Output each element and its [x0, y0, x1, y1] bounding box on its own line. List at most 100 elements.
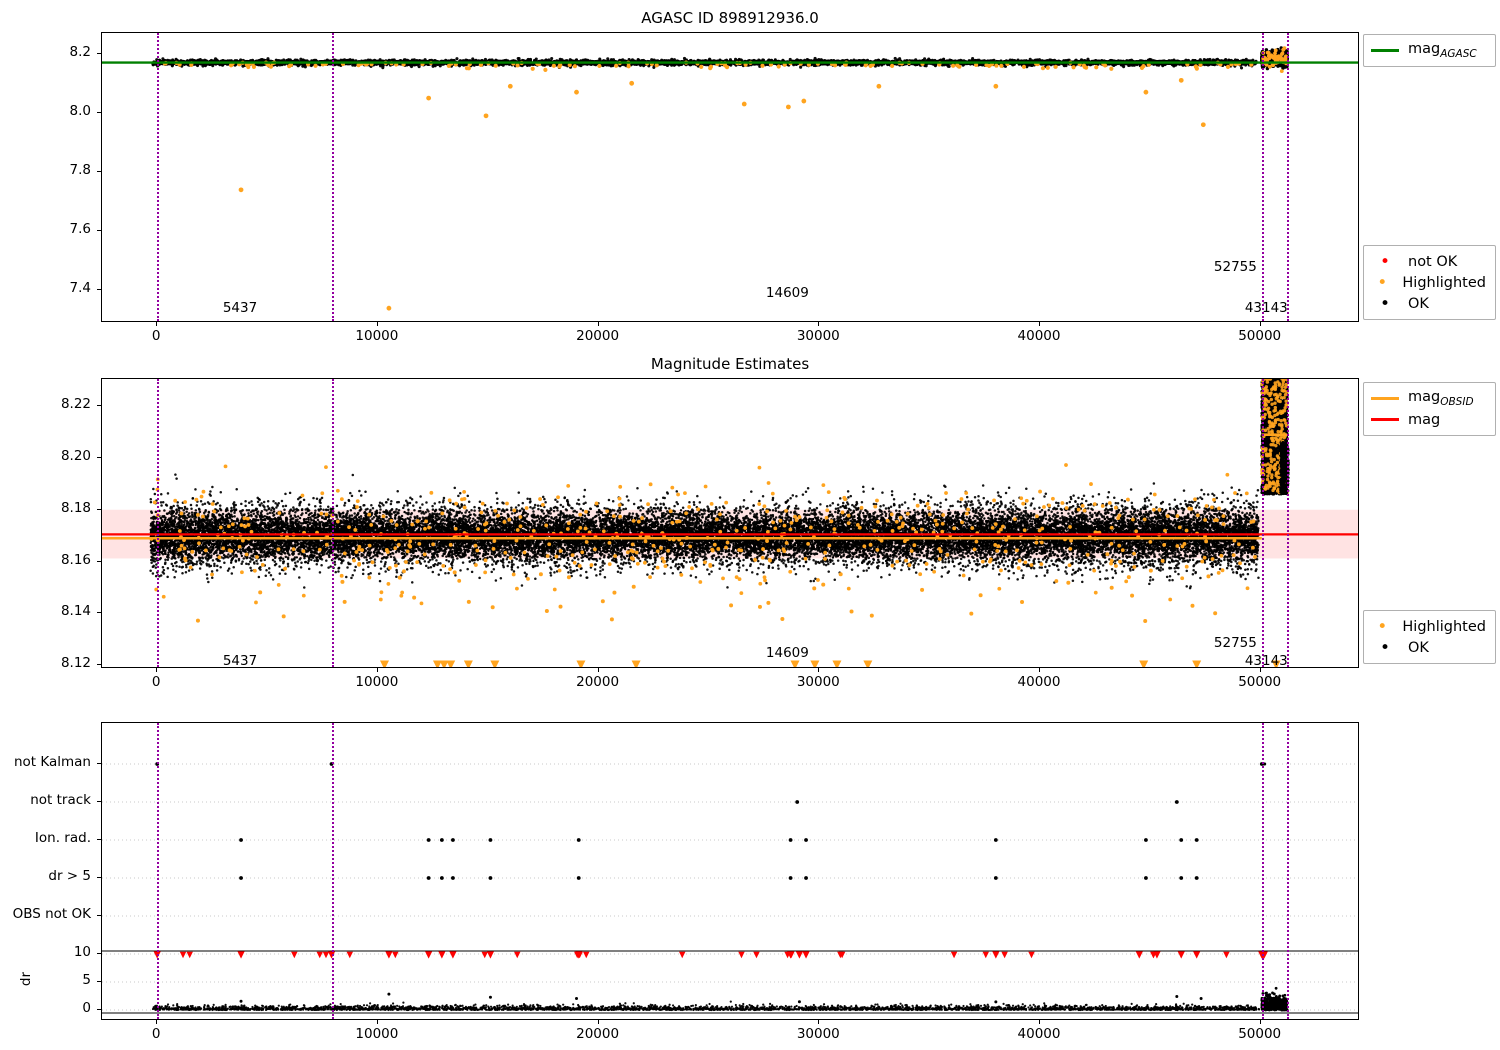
legend-entry-label: OK: [1408, 296, 1429, 312]
x-tick-label: 0: [96, 1026, 216, 1042]
dr-tick-mark: [97, 953, 101, 954]
y-tick-mark: [97, 289, 101, 291]
x-tick-label: 30000: [758, 674, 878, 690]
x-tick-mark: [376, 1020, 378, 1024]
legend-legend-mag-lines: magOBSID mag: [1363, 382, 1496, 436]
legend-entry: mag: [1371, 409, 1486, 430]
obsid-marker-line-14609: [331, 723, 334, 1019]
x-tick-label: 10000: [317, 674, 437, 690]
panel1-data-layer: [102, 46, 1358, 311]
x-tick-label: 20000: [538, 674, 658, 690]
flag-label-obs-not-ok: OBS not OK: [0, 906, 91, 922]
obsid-annotation: 43143: [1206, 300, 1326, 316]
obsid-marker-line-5437: [157, 723, 160, 1019]
flag-tick-mark: [97, 877, 101, 878]
x-tick-label: 10000: [317, 1026, 437, 1042]
x-tick-mark: [1259, 1020, 1261, 1024]
legend-dot-swatch: •: [1371, 253, 1399, 270]
obsid-marker-line-5437: [157, 379, 160, 667]
y-tick-mark: [97, 612, 101, 614]
x-tick-label: 40000: [979, 328, 1099, 344]
obsid-marker-line-43143: [1287, 33, 1290, 321]
y-tick-label: 8.12: [1, 655, 91, 671]
x-tick-mark: [376, 668, 378, 672]
obsid-annotation: 5437: [180, 300, 300, 316]
x-tick-label: 10000: [317, 328, 437, 344]
legend-dot-swatch: •: [1371, 639, 1399, 656]
y-tick-mark: [97, 171, 101, 173]
y-tick-label: 8.22: [1, 396, 91, 412]
flag-tick-mark: [97, 915, 101, 916]
panel2-plot-area: [101, 378, 1359, 668]
x-tick-label: 50000: [1200, 328, 1320, 344]
legend-legend-status: • not OK • Highlighted • OK: [1363, 245, 1496, 320]
legend-entry: • Highlighted: [1371, 616, 1486, 637]
x-tick-mark: [597, 322, 599, 326]
flag-label-ion--rad-: Ion. rad.: [0, 830, 91, 846]
x-tick-label: 30000: [758, 1026, 878, 1042]
obsid-annotation: 52755: [1175, 259, 1295, 275]
y-tick-mark: [97, 560, 101, 562]
dr-axis-label: dr: [18, 959, 34, 999]
x-tick-mark: [1039, 322, 1040, 326]
legend-entry: magOBSID: [1371, 388, 1486, 409]
dr-tick-label: 5: [41, 972, 91, 988]
x-tick-mark: [597, 1020, 599, 1024]
legend-line-swatch: [1371, 418, 1399, 421]
y-tick-label: 8.0: [1, 103, 91, 119]
x-tick-mark: [156, 322, 158, 326]
panel1-plot-area: [101, 32, 1359, 322]
legend-entry-label: OK: [1408, 640, 1429, 656]
x-tick-label: 0: [96, 328, 216, 344]
legend-dot-swatch: •: [1371, 295, 1399, 312]
panel1-title: AGASC ID 898912936.0: [100, 9, 1360, 27]
x-tick-mark: [156, 668, 158, 672]
legend-entry-label: magOBSID: [1408, 389, 1474, 408]
x-tick-mark: [1039, 668, 1040, 672]
dr-tick-mark: [97, 981, 101, 982]
panel3-plot-area: [101, 722, 1359, 1020]
y-tick-mark: [97, 52, 101, 54]
obsid-annotation: 5437: [180, 653, 300, 669]
obsid-marker-line-52755: [1261, 723, 1264, 1019]
dr-tick-label: 10: [41, 944, 91, 960]
panel2-title: Magnitude Estimates: [100, 355, 1360, 373]
y-tick-label: 7.6: [1, 221, 91, 237]
panel3-data-layer: [102, 762, 1358, 1014]
x-tick-mark: [597, 668, 599, 672]
y-tick-label: 7.8: [1, 162, 91, 178]
x-tick-label: 50000: [1200, 1026, 1320, 1042]
legend-entry-label: not OK: [1408, 254, 1457, 270]
legend-entry: • OK: [1371, 293, 1486, 314]
obsid-marker-line-43143: [1287, 723, 1290, 1019]
x-tick-label: 20000: [538, 328, 658, 344]
legend-entry-label: Highlighted: [1402, 275, 1486, 291]
legend-line-swatch: [1371, 49, 1399, 52]
x-tick-label: 40000: [979, 674, 1099, 690]
x-tick-label: 0: [96, 674, 216, 690]
x-tick-label: 50000: [1200, 674, 1320, 690]
legend-entry: • OK: [1371, 637, 1486, 658]
y-tick-label: 8.20: [1, 448, 91, 464]
legend-dot-swatch: •: [1371, 618, 1393, 635]
x-tick-mark: [1259, 322, 1261, 326]
y-tick-label: 8.2: [1, 44, 91, 60]
x-tick-label: 40000: [979, 1026, 1099, 1042]
y-tick-label: 8.16: [1, 552, 91, 568]
y-tick-mark: [97, 405, 101, 407]
legend-entry-label: Highlighted: [1402, 619, 1486, 635]
x-tick-label: 20000: [538, 1026, 658, 1042]
obsid-marker-line-52755: [1261, 379, 1264, 667]
x-tick-mark: [376, 322, 378, 326]
legend-entry: • Highlighted: [1371, 272, 1486, 293]
obsid-annotation: 52755: [1175, 635, 1295, 651]
flag-label-not-track: not track: [0, 792, 91, 808]
flag-tick-mark: [97, 763, 101, 764]
obsid-marker-line-43143: [1287, 379, 1290, 667]
x-tick-mark: [1039, 1020, 1040, 1024]
dr-tick-label: 0: [41, 1000, 91, 1016]
flag-tick-mark: [97, 801, 101, 802]
legend-line-swatch: [1371, 397, 1399, 400]
legend-entry: • not OK: [1371, 251, 1486, 272]
